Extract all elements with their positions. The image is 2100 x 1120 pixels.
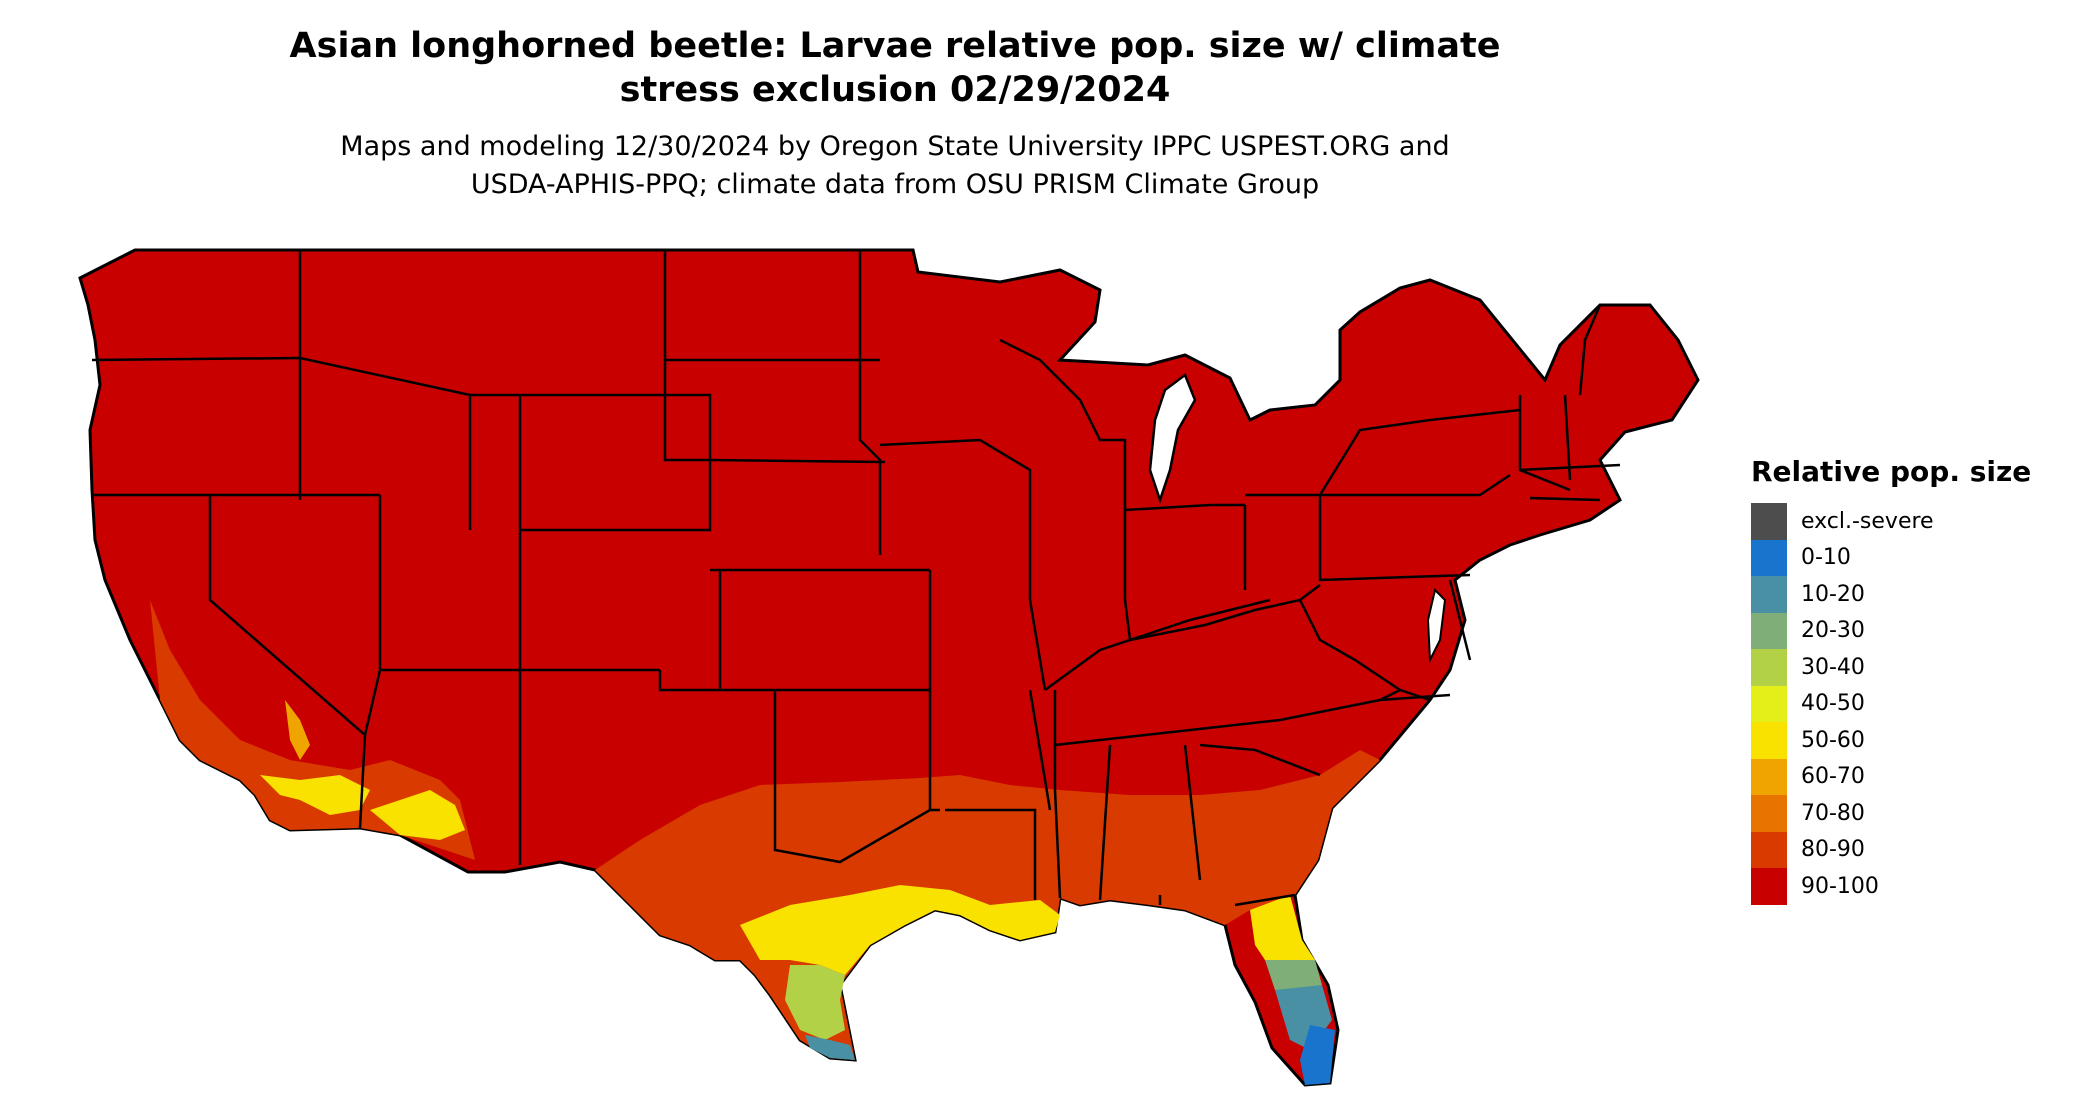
legend-swatch [1751, 539, 1787, 576]
legend-label: 30-40 [1801, 654, 1865, 680]
legend-swatch [1751, 831, 1787, 868]
legend-item: 0-10 [1751, 539, 2081, 576]
state-borders [91, 250, 1621, 907]
legend-swatch [1751, 722, 1787, 759]
map-title-line-1: Asian longhorned beetle: Larvae relative… [289, 26, 1501, 66]
legend-swatch [1751, 685, 1787, 722]
legend-item: 20-30 [1751, 612, 2081, 649]
legend-label: 20-30 [1801, 618, 1865, 644]
legend-label: 0-10 [1801, 545, 1851, 571]
south-texas-10-20-band [805, 1035, 855, 1060]
colorado-river-60-70-band [285, 700, 310, 760]
legend-swatch [1751, 576, 1787, 613]
map-subtitle: Maps and modeling 12/30/2024 by Oregon S… [0, 128, 1790, 204]
legend-label: 10-20 [1801, 581, 1865, 607]
south-texas-30-40-band [785, 965, 845, 1040]
legend-items: excl.-severe 0-10 10-20 20-30 30-40 40-50 50-6… [1751, 503, 2081, 905]
legend-label: 90-100 [1801, 873, 1879, 899]
north-florida-50-60-band [1250, 895, 1315, 965]
legend-swatch [1751, 868, 1787, 905]
legend-swatch [1751, 612, 1787, 649]
lake-michigan [1148, 373, 1197, 504]
legend-label: 70-80 [1801, 800, 1865, 826]
legend-label: excl.-severe [1801, 508, 1934, 534]
central-florida-20-30-band [1265, 960, 1322, 995]
socal-50-60-band [260, 775, 370, 815]
legend-title: Relative pop. size [1751, 455, 2032, 488]
legend-swatch [1751, 758, 1787, 795]
legend-item: 90-100 [1751, 868, 2081, 905]
texas-gulf-50-60-band [740, 885, 1060, 975]
legend-item: 80-90 [1751, 831, 2081, 868]
legend-swatch [1751, 649, 1787, 686]
legend-label: 50-60 [1801, 727, 1865, 753]
legend-item: 70-80 [1751, 795, 2081, 832]
legend-item: excl.-severe [1751, 503, 2081, 540]
legend-label: 40-50 [1801, 691, 1865, 717]
map-title: Asian longhorned beetle: Larvae relative… [0, 24, 1790, 112]
legend-swatch [1751, 795, 1787, 832]
legend-item: 50-60 [1751, 722, 2081, 759]
legend-label: 80-90 [1801, 837, 1865, 863]
southwest-80-90-band [150, 600, 475, 860]
map-legend: Relative pop. size excl.-severe 0-10 10-20… [1751, 455, 2081, 905]
legend-item: 40-50 [1751, 685, 2081, 722]
map-subtitle-line-2: USDA-APHIS-PPQ; climate data from OSU PR… [470, 169, 1320, 200]
arizona-50-60-band [370, 790, 465, 840]
legend-swatch [1751, 503, 1787, 540]
legend-item: 10-20 [1751, 576, 2081, 613]
us-map [78, 248, 1700, 1087]
map-subtitle-line-1: Maps and modeling 12/30/2024 by Oregon S… [340, 131, 1450, 162]
legend-label: 60-70 [1801, 764, 1865, 790]
florida-bands [1250, 895, 1335, 1085]
legend-item: 30-40 [1751, 649, 2081, 686]
legend-item: 60-70 [1751, 758, 2081, 795]
map-title-line-2: stress exclusion 02/29/2024 [619, 70, 1171, 110]
us-landmass [78, 248, 1700, 1087]
southern-bands [595, 750, 1380, 1060]
southwest-bands [150, 600, 475, 860]
chesapeake-bay [1426, 588, 1447, 664]
florida-tip-0-10-band [1300, 1025, 1335, 1085]
